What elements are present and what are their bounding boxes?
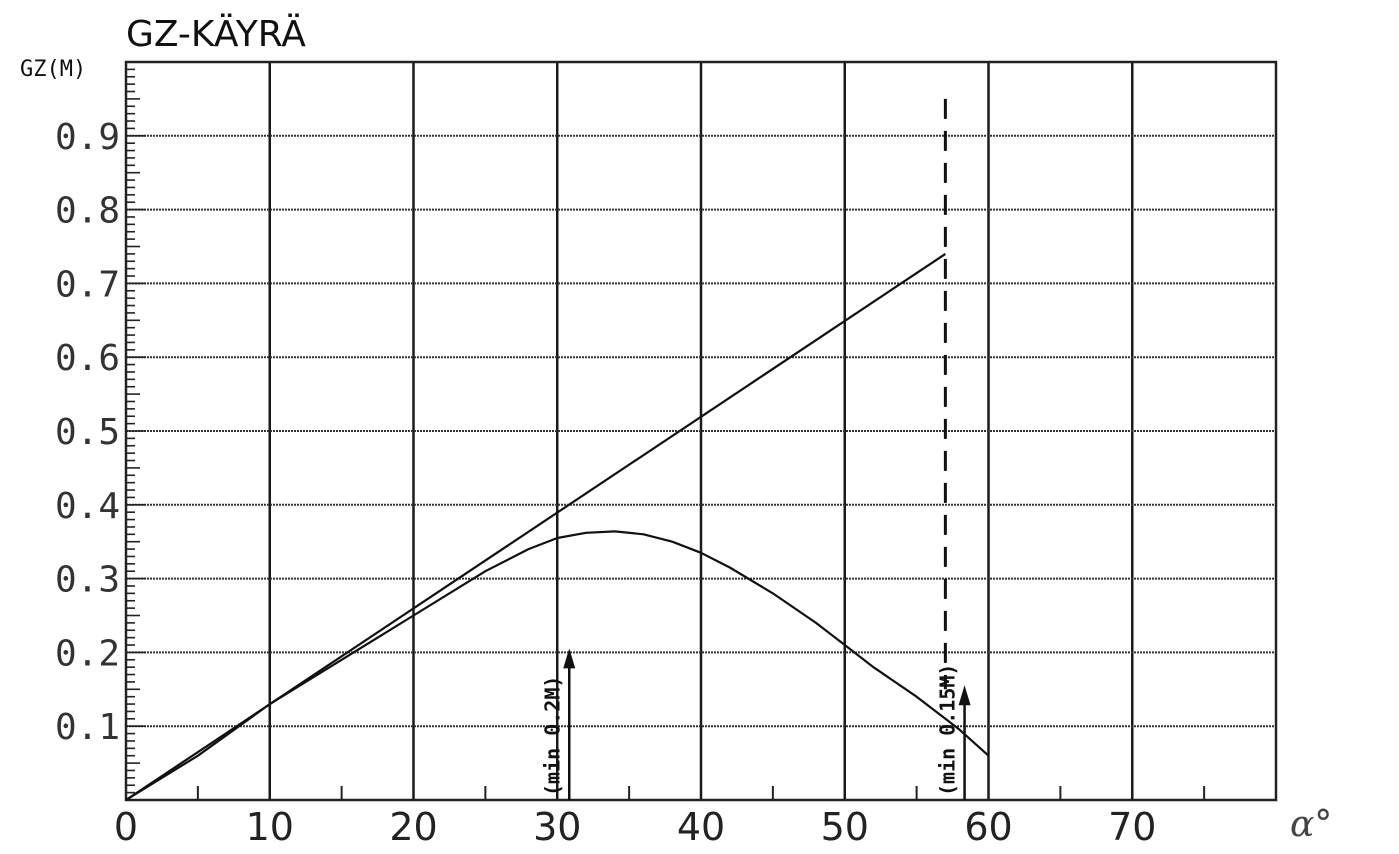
y-tick-label-0.7: 0.7 [55,264,120,305]
grid-layer [126,62,1276,800]
x-axis-label: α° [1290,804,1332,845]
series-line-gz-curve [125,530,990,801]
series-layer [125,252,990,801]
y-tick-label-0.9: 0.9 [55,117,120,158]
annotation-arrow-head-1 [958,685,971,706]
annotation-label-0: (min 0.2M) [540,676,564,796]
axis-layer: 0.1 0.2 0.3 0.4 0.5 0.6 0.7 0.8 0.9 0 10 20 30 40 50 60… [55,60,1278,849]
annotation-arrow-head-0 [563,648,576,669]
x-tick-label-30: 30 [533,805,581,849]
annotation-layer: (min 0.2M) (min 0.15M) [540,98,971,800]
y-axis-label: GZ(M) [20,57,86,82]
annotation-label-1: (min 0.15M) [936,664,960,796]
y-tick-label-0.6: 0.6 [55,338,120,379]
x-tick-label-0: 0 [114,805,138,849]
x-tick-label-20: 20 [389,805,437,849]
x-tick-label-70: 70 [1108,805,1156,849]
y-tick-label-0.8: 0.8 [55,191,120,232]
y-tick-label-0.4: 0.4 [55,486,120,527]
y-tick-label-0.2: 0.2 [55,633,120,674]
x-tick-label-10: 10 [246,805,294,849]
x-tick-label-40: 40 [677,805,725,849]
chart-title: GZ-KÄYRÄ [126,13,306,55]
label-layer: GZ-KÄYRÄ GZ(M) α° [20,13,1332,845]
y-tick-label-0.3: 0.3 [55,560,120,601]
y-tick-label-0.5: 0.5 [55,412,120,453]
x-tick-label-50: 50 [821,805,869,849]
y-tick-label-0.1: 0.1 [55,707,120,748]
x-tick-label-60: 60 [964,805,1012,849]
